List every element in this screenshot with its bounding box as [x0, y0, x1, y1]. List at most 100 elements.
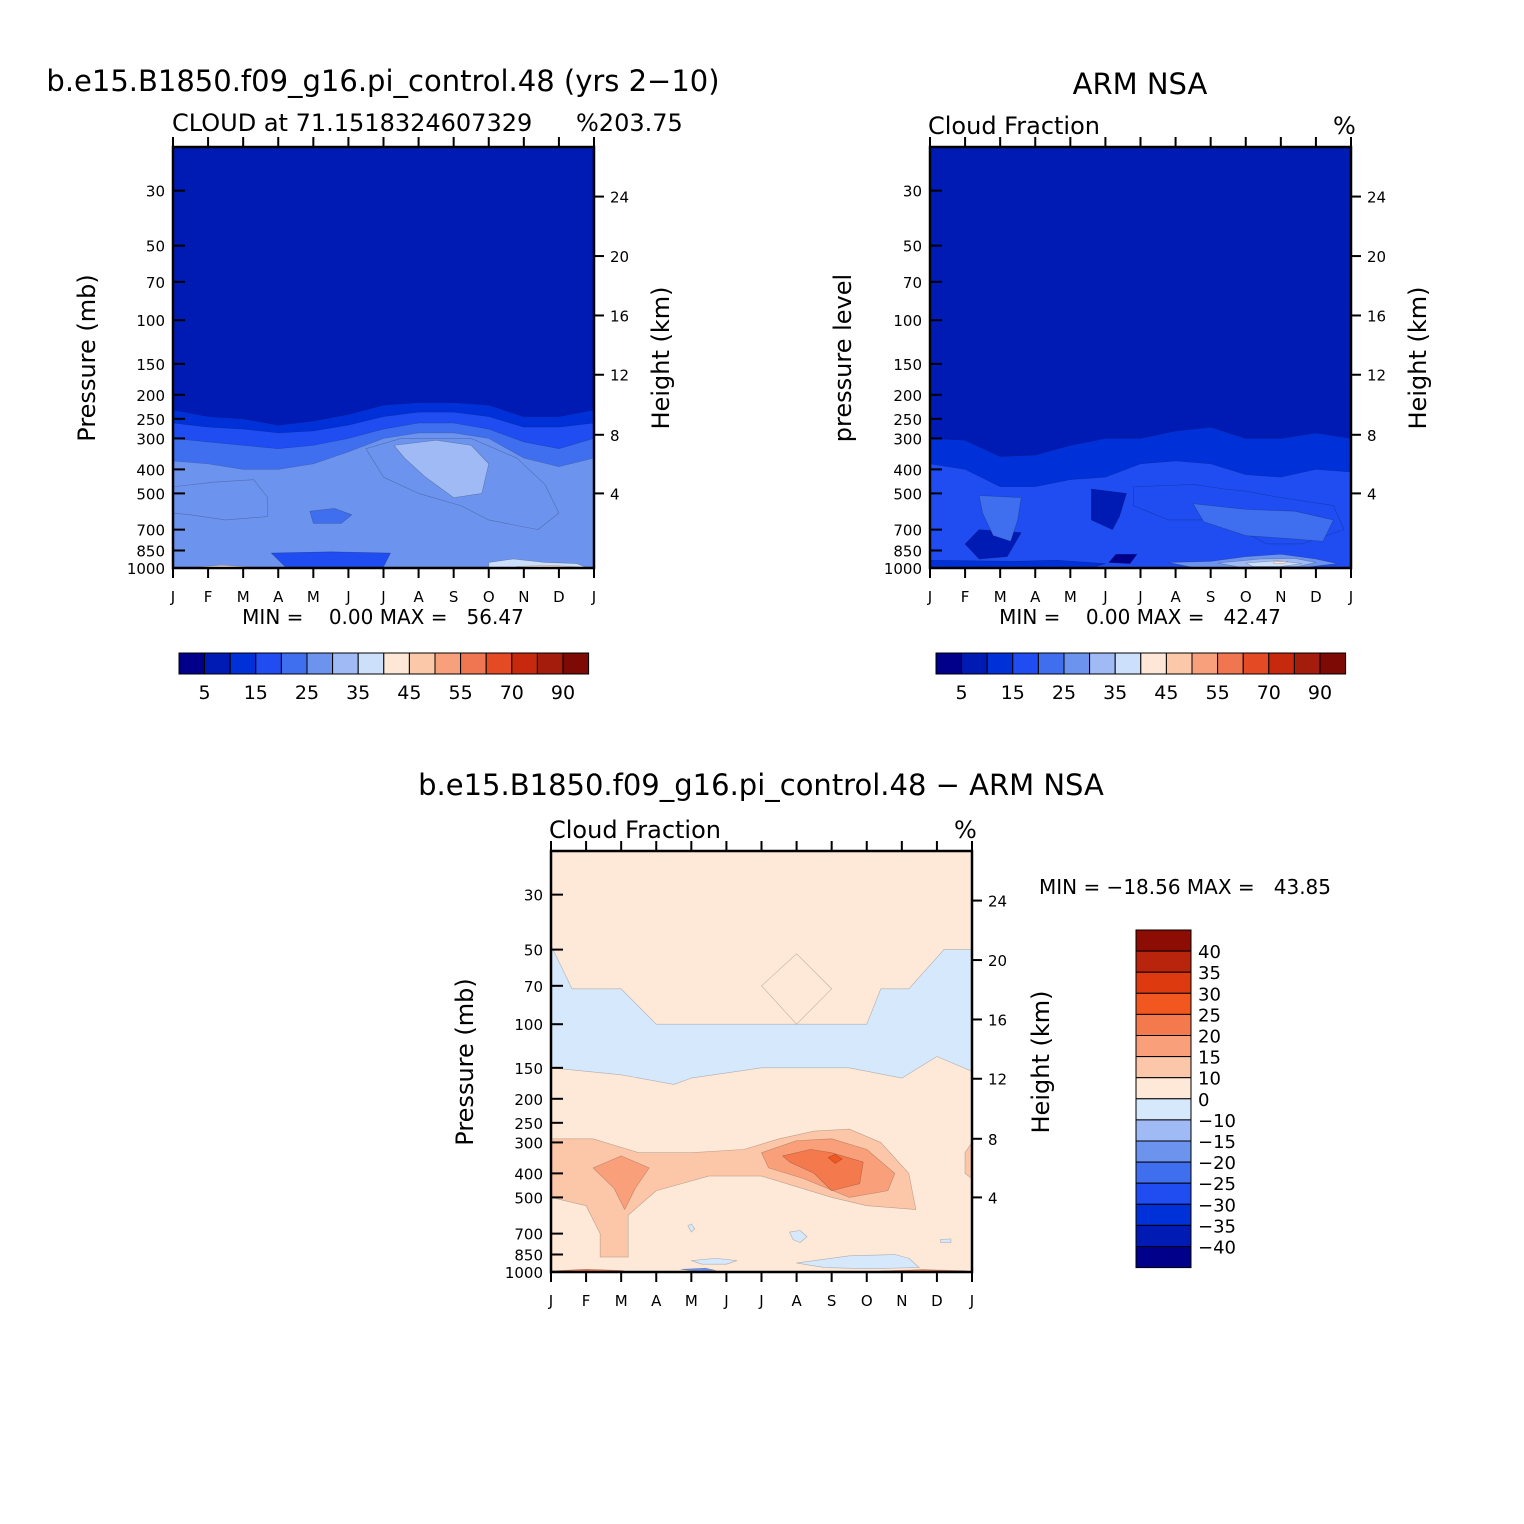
colorbar-swatch: [1135, 1035, 1192, 1058]
height-tick-label: 16: [988, 1011, 1007, 1029]
month-tick-label: O: [1240, 588, 1252, 606]
month-tick-label: S: [1206, 588, 1216, 606]
colorbar-swatch: [1165, 652, 1193, 675]
month-tick-label: J: [591, 588, 596, 606]
colorbar-swatch: [1135, 1161, 1192, 1184]
colorbar-label: −40: [1198, 1238, 1236, 1259]
pressure-tick-label: 1000: [505, 1264, 543, 1282]
height-tick-label: 12: [1367, 367, 1386, 385]
obs-y2-axis-label: Height (km): [1404, 287, 1432, 430]
height-tick-label: 8: [610, 427, 620, 445]
obs-title: ARM NSA: [1073, 67, 1208, 101]
height-tick-label: 24: [1367, 189, 1386, 207]
colorbar-swatch: [434, 652, 462, 675]
colorbar-label: 35: [1198, 963, 1221, 984]
month-tick-label: M: [685, 1292, 698, 1310]
diff-min-max: MIN = −18.56 MAX = 43.85: [1039, 875, 1331, 899]
colorbar-swatch: [460, 652, 487, 675]
month-tick-label: D: [553, 588, 565, 606]
height-tick-label: 12: [610, 367, 629, 385]
pressure-tick-label: 850: [514, 1247, 543, 1265]
pressure-tick-label: 150: [136, 356, 165, 374]
diff-contour-region: [796, 1254, 920, 1270]
model-contour-region: [173, 479, 269, 521]
colorbar-label: −10: [1198, 1111, 1236, 1132]
diff-y2-axis-label: Height (km): [1027, 991, 1055, 1134]
pressure-tick-label: 400: [514, 1165, 543, 1183]
height-tick-label: 12: [988, 1071, 1007, 1089]
height-tick-label: 4: [610, 485, 620, 503]
colorbar-swatch: [1140, 652, 1167, 675]
pressure-tick-label: 70: [524, 978, 543, 996]
colorbar-label: 35: [1103, 682, 1127, 704]
colorbar-label: 35: [346, 682, 370, 704]
colorbar-label: −20: [1198, 1153, 1236, 1174]
obs-subtitle-right: %: [1333, 112, 1356, 140]
colorbar-swatch: [1135, 1056, 1192, 1079]
pressure-tick-label: 400: [136, 461, 165, 479]
obs-contour-region: [1273, 561, 1289, 564]
obs-contour-region: [1245, 560, 1303, 567]
model-contour-region: [393, 439, 490, 498]
pressure-tick-label: 30: [146, 183, 165, 201]
colorbar-swatch: [1089, 652, 1116, 675]
diff-contour-region: [964, 1142, 972, 1179]
diff-contour-region: [827, 1154, 843, 1164]
obs-colorbar: 5 15 25 35 45 55 70 90: [935, 652, 1347, 704]
colorbar-label: 5: [199, 682, 211, 704]
month-tick-label: D: [1310, 588, 1322, 606]
colorbar-swatch: [204, 652, 231, 675]
month-tick-label: M: [615, 1292, 628, 1310]
month-tick-label: F: [961, 588, 970, 606]
colorbar-label: 15: [1198, 1048, 1221, 1069]
colorbar-swatch: [1217, 652, 1244, 675]
obs-height-ticks: 24 20 16 12 8 4: [1351, 189, 1386, 503]
height-tick-label: 24: [988, 893, 1007, 911]
colorbar-swatch: [255, 652, 282, 675]
colorbar-label: −15: [1198, 1132, 1236, 1153]
height-tick-label: 20: [1367, 248, 1386, 266]
month-tick-label: J: [1102, 588, 1107, 606]
pressure-tick-label: 1000: [127, 560, 165, 578]
colorbar-swatch: [1135, 1140, 1192, 1163]
model-contour-layer: [173, 147, 594, 426]
colorbar-swatch: [511, 652, 538, 675]
pressure-tick-label: 100: [136, 312, 165, 330]
pressure-tick-label: 850: [893, 543, 922, 561]
colorbar-label: 0: [1198, 1090, 1209, 1111]
obs-contour-field: [930, 147, 1351, 568]
pressure-tick-label: 500: [136, 485, 165, 503]
colorbar-label: 5: [956, 682, 968, 704]
colorbar-label: 45: [1154, 682, 1178, 704]
colorbar-swatch: [1063, 652, 1091, 675]
colorbar-label: 70: [1257, 682, 1281, 704]
month-tick-label: N: [1275, 588, 1286, 606]
colorbar-swatch: [1293, 652, 1321, 675]
colorbar-swatch: [935, 652, 963, 675]
obs-subtitle-left: Cloud Fraction: [928, 112, 1100, 140]
model-subtitle-left: CLOUD at 71.1518324607329: [172, 109, 532, 137]
pressure-tick-label: 500: [514, 1189, 543, 1207]
model-title: b.e15.B1850.f09_g16.pi_control.48 (yrs 2…: [46, 64, 719, 98]
diff-contour-region: [691, 1257, 738, 1265]
month-tick-label: A: [791, 1292, 802, 1310]
month-tick-label: S: [827, 1292, 837, 1310]
month-tick-label: N: [518, 588, 529, 606]
month-tick-label: M: [307, 588, 320, 606]
colorbar-swatch: [986, 652, 1014, 675]
diff-contour-region: [940, 1238, 952, 1243]
pressure-tick-label: 400: [893, 461, 922, 479]
diff-contour-field: [551, 851, 972, 1272]
colorbar-swatch: [1135, 1246, 1192, 1269]
diff-contour-region: [782, 1149, 864, 1192]
pressure-tick-label: 1000: [884, 560, 922, 578]
month-tick-label: J: [345, 588, 350, 606]
colorbar-swatch: [306, 652, 334, 675]
colorbar-swatch: [961, 652, 988, 675]
colorbar-swatch: [1135, 1224, 1192, 1248]
pressure-tick-label: 200: [136, 387, 165, 405]
pressure-tick-label: 150: [514, 1060, 543, 1078]
model-min-max: MIN = 0.00 MAX = 56.47: [242, 605, 524, 629]
